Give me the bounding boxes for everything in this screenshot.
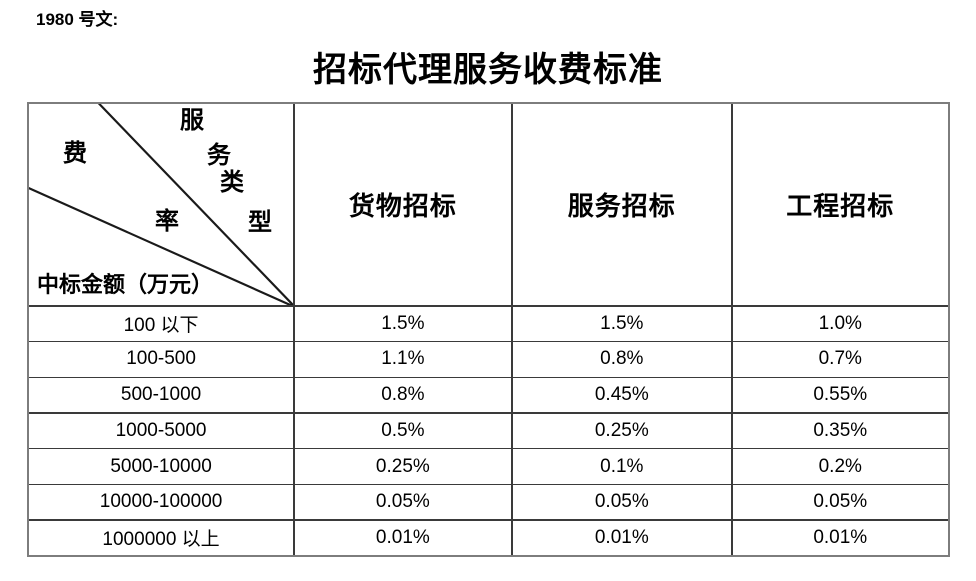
- rate-cell: 0.01%: [512, 520, 732, 555]
- rate-cell: 1.5%: [512, 306, 732, 341]
- corner-label-service-char: 服: [180, 108, 204, 134]
- row-label-cell: 1000000 以上: [29, 520, 294, 555]
- rate-cell: 0.45%: [512, 378, 732, 413]
- rate-cell: 0.5%: [294, 413, 512, 448]
- corner-label-rate-char: 率: [155, 209, 179, 235]
- rate-cell: 0.05%: [512, 485, 732, 520]
- document-title: 招标代理服务收费标准: [313, 52, 663, 89]
- rate-cell: 0.2%: [732, 449, 948, 484]
- diagonal-divider-lines: [29, 104, 294, 306]
- corner-label-amount: 中标金额（万元）: [37, 272, 214, 297]
- rate-cell: 0.55%: [732, 378, 948, 413]
- row-label-cell: 500-1000: [29, 378, 294, 413]
- column-header-service: 服务招标: [512, 104, 732, 306]
- rate-cell: 0.01%: [732, 520, 948, 555]
- row-label-cell: 1000-5000: [29, 413, 294, 448]
- row-label-cell: 100-500: [29, 342, 294, 377]
- rate-cell: 1.0%: [732, 306, 948, 341]
- row-label-cell: 5000-10000: [29, 449, 294, 484]
- rate-cell: 0.25%: [294, 449, 512, 484]
- rate-cell: 0.01%: [294, 520, 512, 555]
- row-label-cell: 100 以下: [29, 306, 294, 341]
- rate-cell: 0.05%: [732, 485, 948, 520]
- corner-label-service-char: 务: [207, 143, 231, 169]
- corner-label-service-char: 类: [220, 170, 244, 196]
- rate-cell: 0.8%: [512, 342, 732, 377]
- rate-cell: 0.7%: [732, 342, 948, 377]
- column-header-works: 工程招标: [732, 104, 948, 306]
- rate-cell: 0.05%: [294, 485, 512, 520]
- doc-number-label: 1980 号文:: [36, 10, 119, 29]
- corner-header-cell: 费 率 服 务 类 型 中标金额（万元）: [29, 104, 294, 306]
- row-label-cell: 10000-100000: [29, 485, 294, 520]
- rate-cell: 1.1%: [294, 342, 512, 377]
- corner-label-fee-char: 费: [63, 141, 87, 167]
- rate-cell: 1.5%: [294, 306, 512, 341]
- rate-cell: 0.25%: [512, 413, 732, 448]
- rate-cell: 0.35%: [732, 413, 948, 448]
- fee-rate-table: 费 率 服 务 类 型 中标金额（万元） 货物招标 服务招标 工程招标 100 …: [27, 102, 950, 557]
- rate-cell: 0.1%: [512, 449, 732, 484]
- column-header-goods: 货物招标: [294, 104, 512, 306]
- corner-label-service-char: 型: [248, 210, 272, 236]
- rate-cell: 0.8%: [294, 378, 512, 413]
